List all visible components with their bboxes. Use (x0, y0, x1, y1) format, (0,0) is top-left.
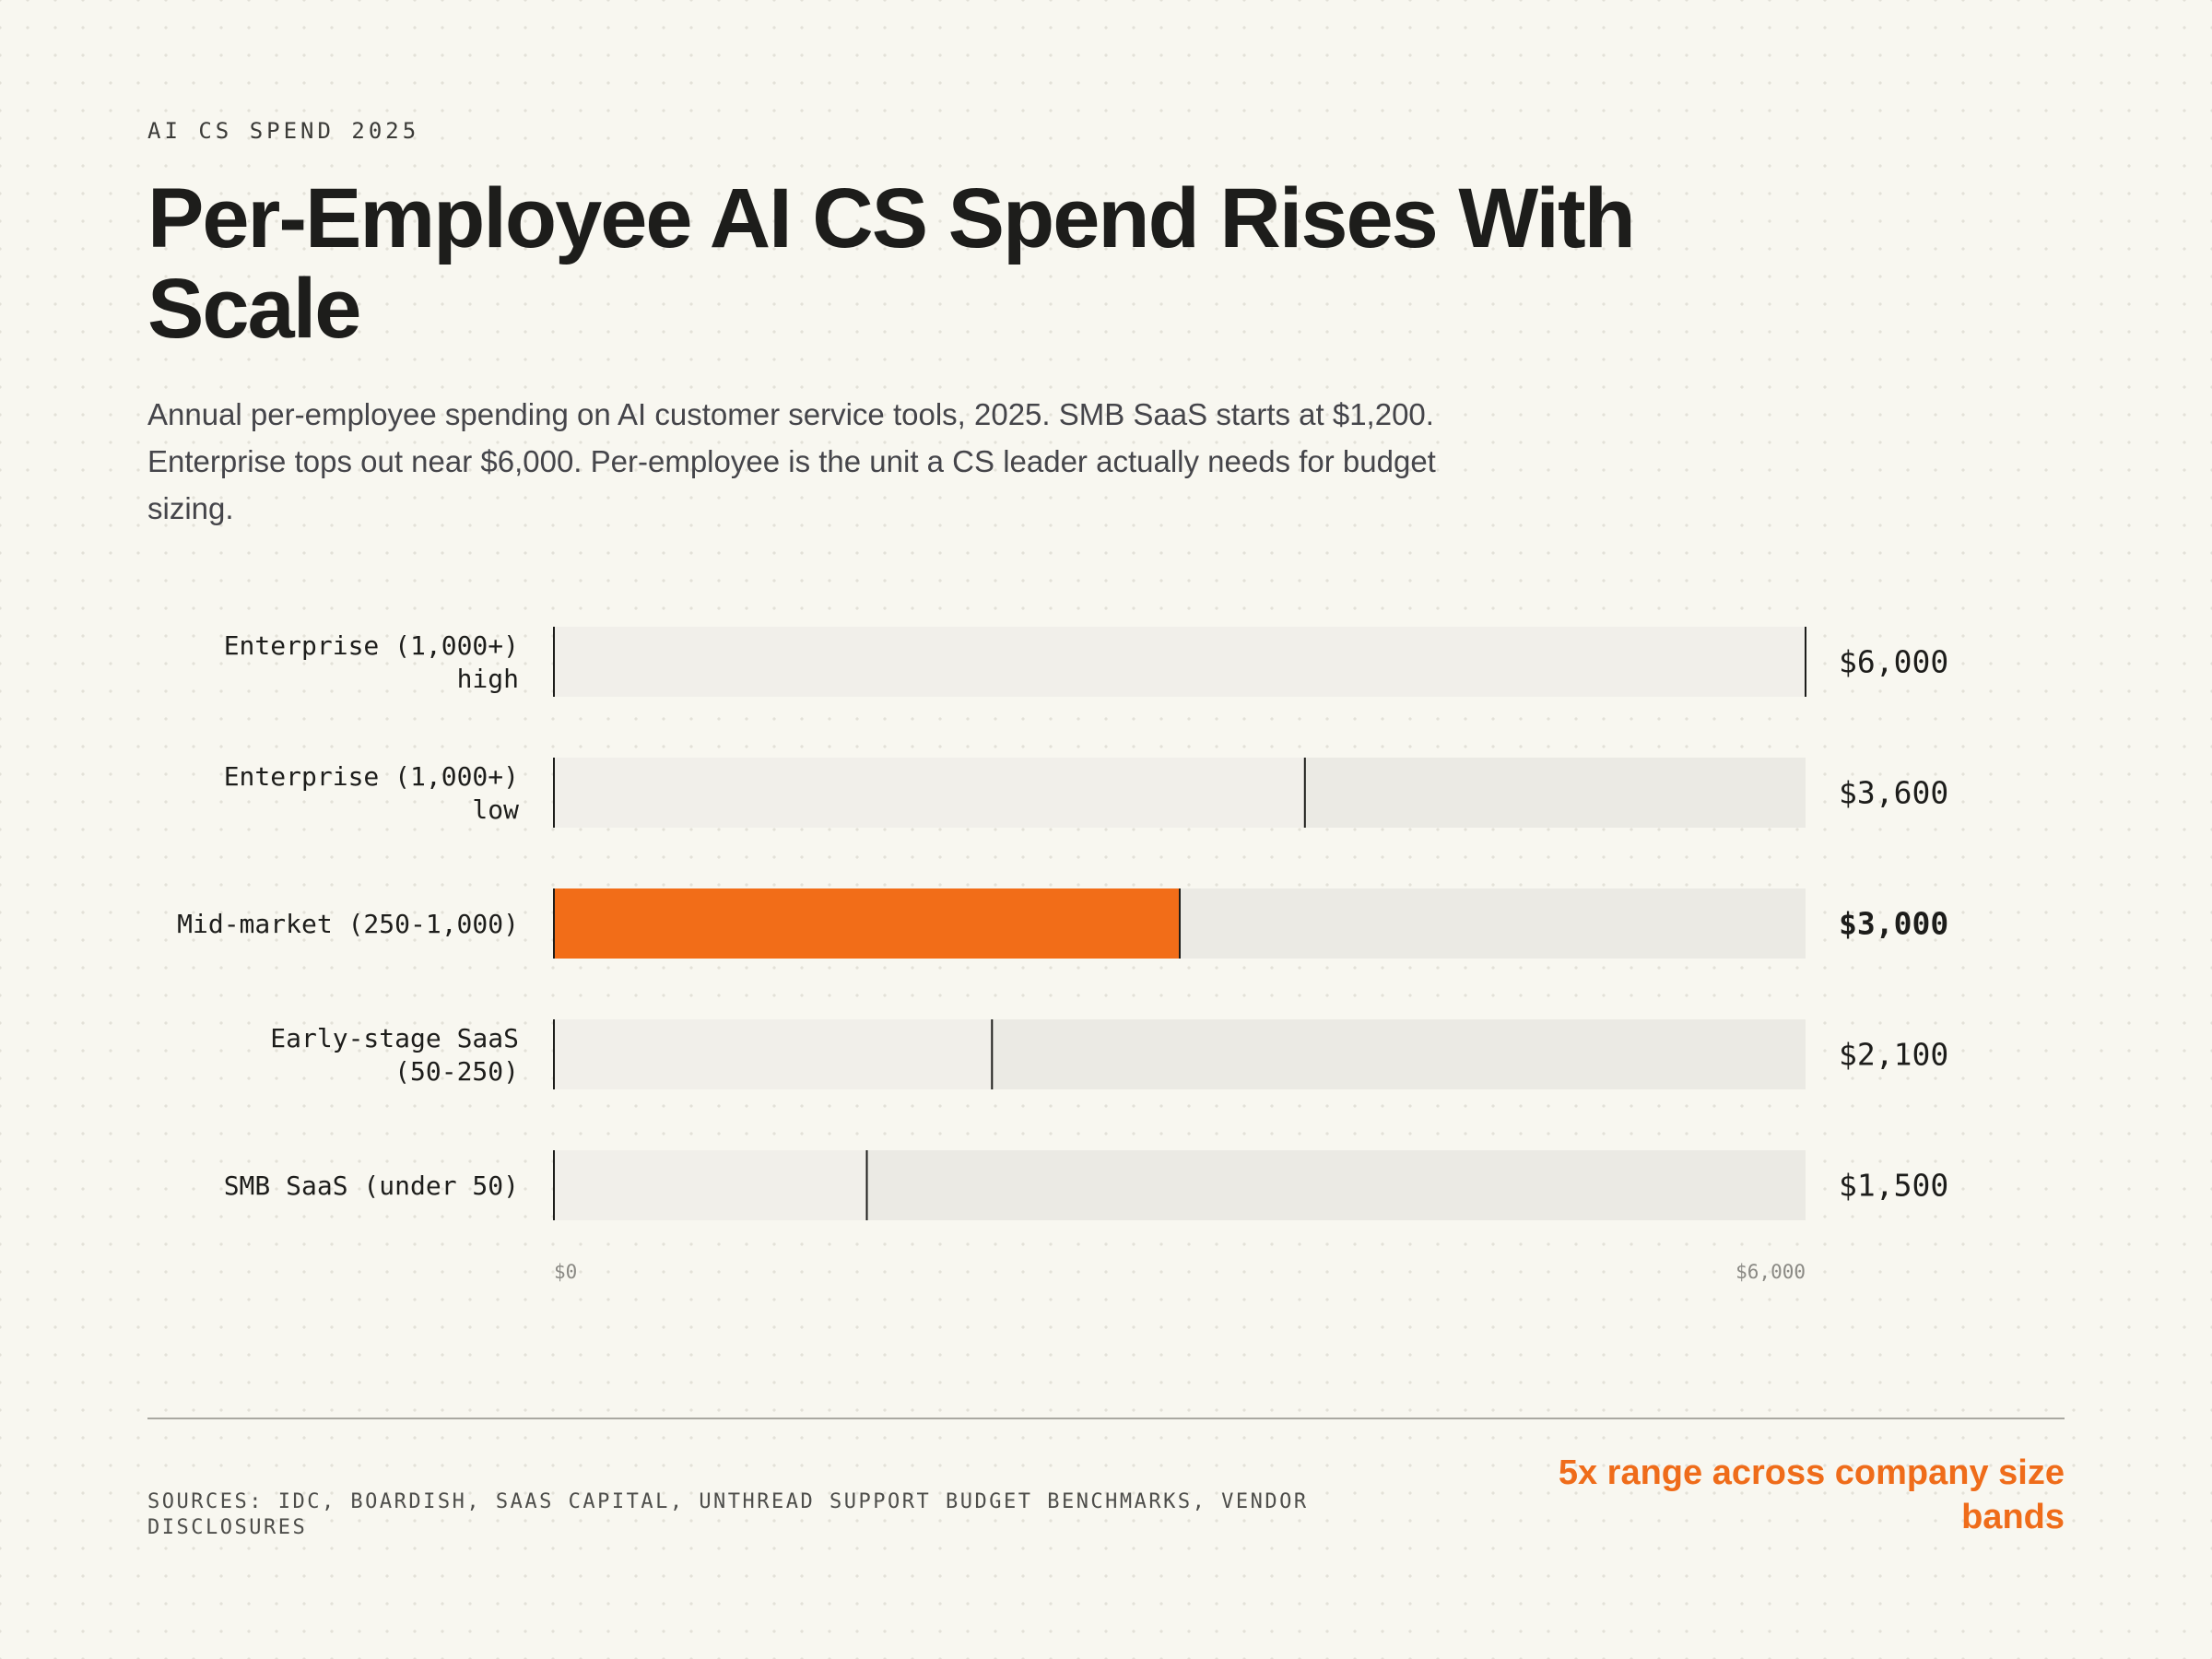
bar-baseline (553, 888, 555, 959)
bar-value-marker (1179, 888, 1181, 959)
bar-value-marker (1805, 627, 1806, 697)
value-label: $3,600 (1839, 775, 1948, 811)
x-tick-label: $6,000 (1735, 1261, 1806, 1283)
bar-baseline (553, 1019, 555, 1089)
bar-row: SMB SaaS (under 50) $1,500 (224, 1150, 1948, 1220)
x-axis: $0 $6,000 (554, 1261, 1806, 1283)
category-label: SMB SaaS (under 50) (224, 1171, 519, 1201)
bar-row: Enterprise (1,000+) low $3,600 (224, 758, 1948, 828)
bar-baseline (553, 627, 555, 697)
sources-note: SOURCES: IDC, BOARDISH, SAAS CAPITAL, UN… (147, 1490, 1309, 1539)
value-label: $3,000 (1839, 906, 1948, 942)
bar-value-marker (991, 1019, 994, 1089)
bar-row: Enterprise (1,000+) high $6,000 (224, 627, 1948, 697)
bar-fill (554, 627, 1806, 697)
bar-fill (554, 1150, 867, 1220)
bar-row: Mid-market (250-1,000) $3,000 (177, 888, 1948, 959)
value-label: $1,500 (1839, 1168, 1948, 1204)
value-label: $6,000 (1839, 644, 1948, 680)
value-label: $2,100 (1839, 1037, 1948, 1073)
bar-row: Early-stage SaaS (50-250) $2,100 (270, 1019, 1948, 1089)
range-callout: 5x range across company size bands (1558, 1453, 2065, 1536)
category-label: Enterprise (1,000+) high (224, 630, 519, 694)
category-label: Mid-market (250-1,000) (177, 909, 519, 939)
bar-highlight (554, 888, 1180, 959)
bar-baseline (553, 758, 555, 828)
x-tick-label: $0 (554, 1261, 577, 1283)
category-label: Early-stage SaaS (50-250) (270, 1023, 519, 1087)
bar-chart: Enterprise (1,000+) high $6,000Enterprise … (177, 627, 1948, 1283)
chart-subtitle: Annual per-employee spending on AI custo… (147, 397, 1436, 525)
bar-baseline (553, 1150, 555, 1220)
bar-value-marker (865, 1150, 868, 1220)
chart-title: Per-Employee AI CS Spend Rises With Scal… (147, 171, 1636, 356)
bar-fill (554, 758, 1305, 828)
footer-divider (147, 1418, 2065, 1419)
category-label: Enterprise (1,000+) low (224, 761, 519, 825)
bar-fill (554, 1019, 993, 1089)
eyebrow-label: AI CS SPEND 2025 (147, 118, 420, 144)
bars-layer: Enterprise (1,000+) high $6,000Enterprise … (177, 627, 1948, 1220)
bar-value-marker (1303, 758, 1306, 828)
